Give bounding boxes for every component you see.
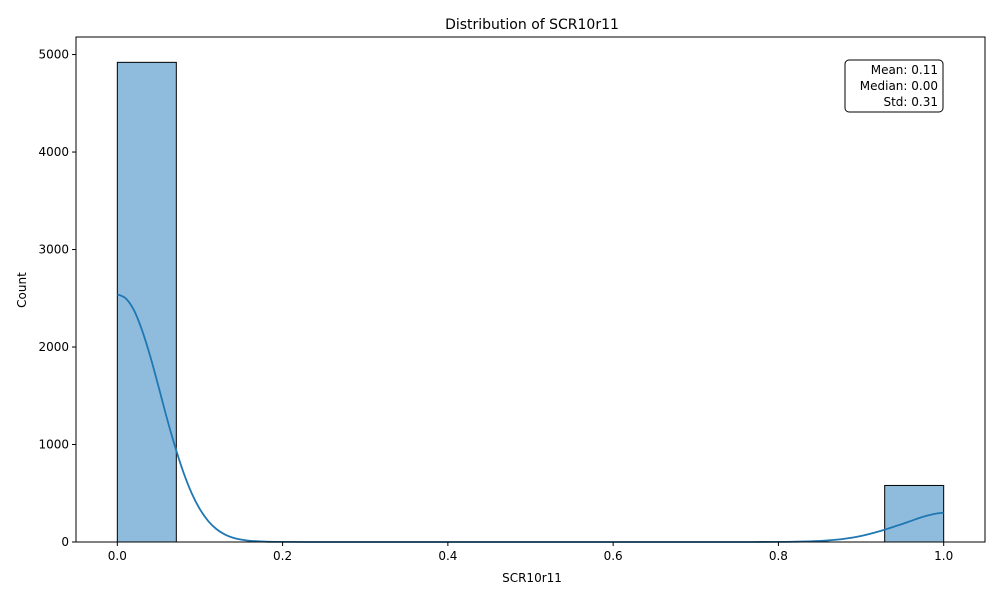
x-tick-label: 1.0 [934, 549, 953, 563]
histogram-bars [116, 61, 945, 543]
x-tick-label: 0.8 [769, 549, 788, 563]
stat-mean: Mean: 0.11 [871, 63, 938, 77]
x-axis-ticks: 0.0 0.2 0.4 0.6 0.8 1.0 [108, 542, 953, 563]
x-tick-label: 0.4 [438, 549, 457, 563]
stat-std: Std: 0.31 [883, 95, 938, 109]
y-tick-label: 2000 [38, 340, 69, 354]
y-tick-label: 4000 [38, 145, 69, 159]
y-tick-label: 0 [61, 535, 69, 549]
plot-frame [75, 36, 986, 543]
x-tick-label: 0.0 [108, 549, 127, 563]
histogram-bar [116, 61, 177, 543]
y-tick-label: 1000 [38, 438, 69, 452]
y-axis-label: Count [15, 272, 29, 308]
kde-curve [116, 293, 944, 543]
stats-box: Mean: 0.11 Median: 0.00 Std: 0.31 [844, 59, 944, 113]
y-axis-ticks: 0 1000 2000 3000 4000 5000 [38, 48, 76, 549]
x-axis-label: SCR10r11 [502, 571, 562, 585]
plot-area [75, 36, 986, 543]
y-tick-label: 5000 [38, 48, 69, 62]
chart-title: Distribution of SCR10r11 [445, 17, 619, 33]
y-tick-label: 3000 [38, 243, 69, 257]
stats-box-frame [844, 59, 944, 113]
x-tick-label: 0.2 [273, 549, 292, 563]
stat-median: Median: 0.00 [860, 79, 938, 93]
x-tick-label: 0.6 [604, 549, 623, 563]
